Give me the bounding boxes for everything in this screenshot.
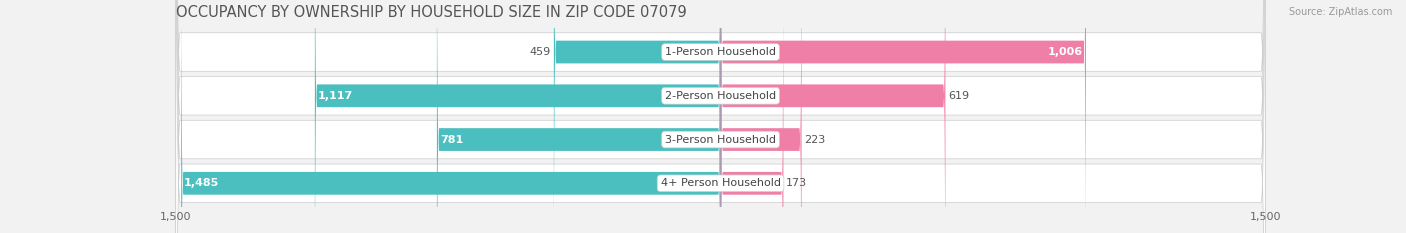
- Text: 619: 619: [948, 91, 969, 101]
- Text: 1,117: 1,117: [318, 91, 353, 101]
- FancyBboxPatch shape: [721, 0, 801, 233]
- Text: 4+ Person Household: 4+ Person Household: [661, 178, 780, 188]
- Text: 1-Person Household: 1-Person Household: [665, 47, 776, 57]
- FancyBboxPatch shape: [315, 0, 721, 233]
- FancyBboxPatch shape: [176, 0, 1265, 233]
- Text: OCCUPANCY BY OWNERSHIP BY HOUSEHOLD SIZE IN ZIP CODE 07079: OCCUPANCY BY OWNERSHIP BY HOUSEHOLD SIZE…: [176, 5, 686, 20]
- FancyBboxPatch shape: [721, 0, 1085, 233]
- FancyBboxPatch shape: [437, 0, 721, 233]
- Text: 223: 223: [804, 134, 825, 144]
- FancyBboxPatch shape: [181, 0, 721, 233]
- FancyBboxPatch shape: [554, 0, 721, 233]
- FancyBboxPatch shape: [721, 0, 783, 233]
- Text: 459: 459: [530, 47, 551, 57]
- Text: 781: 781: [440, 134, 463, 144]
- Text: Source: ZipAtlas.com: Source: ZipAtlas.com: [1288, 7, 1392, 17]
- FancyBboxPatch shape: [176, 0, 1265, 233]
- FancyBboxPatch shape: [721, 0, 945, 233]
- Text: 2-Person Household: 2-Person Household: [665, 91, 776, 101]
- FancyBboxPatch shape: [176, 0, 1265, 233]
- Text: 1,485: 1,485: [184, 178, 219, 188]
- Text: 3-Person Household: 3-Person Household: [665, 134, 776, 144]
- FancyBboxPatch shape: [176, 0, 1265, 233]
- Text: 1,006: 1,006: [1047, 47, 1083, 57]
- Text: 173: 173: [786, 178, 807, 188]
